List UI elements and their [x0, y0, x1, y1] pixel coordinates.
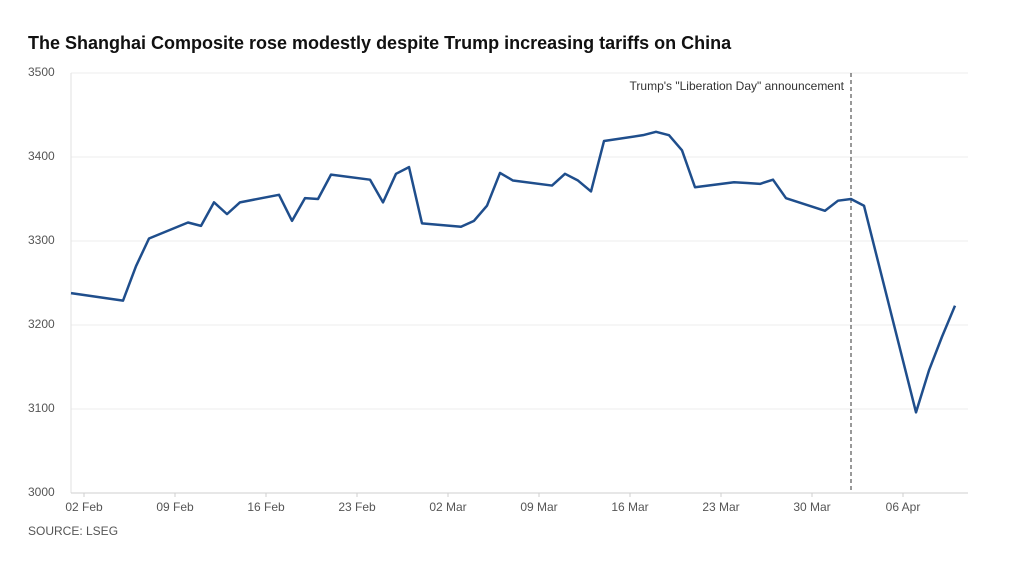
- x-tick-label: 09 Mar: [520, 500, 557, 514]
- chart-title: The Shanghai Composite rose modestly des…: [28, 33, 732, 53]
- y-tick-label: 3400: [28, 149, 55, 163]
- x-tick-label: 30 Mar: [793, 500, 830, 514]
- x-tick-label: 09 Feb: [156, 500, 194, 514]
- y-tick-label: 3000: [28, 485, 55, 499]
- y-tick-label: 3300: [28, 233, 55, 247]
- source: SOURCE: LSEG: [28, 524, 118, 538]
- y-tick-label: 3200: [28, 317, 55, 331]
- x-tick-label: 06 Apr: [886, 500, 921, 514]
- x-tick-label: 23 Feb: [338, 500, 376, 514]
- series-line: [70, 130, 957, 414]
- x-tick-label: 02 Mar: [429, 500, 466, 514]
- x-tick-label: 16 Mar: [611, 500, 648, 514]
- y-tick-label: 3500: [28, 65, 55, 79]
- annotation-text: Trump's "Liberation Day" announcement: [630, 79, 845, 93]
- x-tick-label: 23 Mar: [702, 500, 739, 514]
- x-tick-label: 16 Feb: [247, 500, 285, 514]
- x-tick-label: 02 Feb: [65, 500, 103, 514]
- y-tick-label: 3100: [28, 401, 55, 415]
